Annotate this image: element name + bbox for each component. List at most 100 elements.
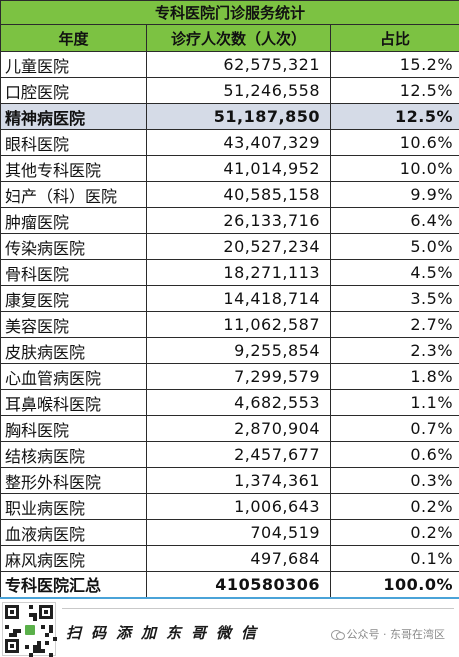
footer: 扫码添加东哥微信 公众号 · 东哥在湾区 <box>0 600 459 657</box>
row-visits: 2,457,677 <box>146 441 331 468</box>
row-share: 0.1% <box>329 545 459 572</box>
table-row: 骨科医院 18,271,113 4.5% <box>0 259 459 286</box>
qr-module <box>33 613 37 617</box>
row-name: 康复医院 <box>0 285 147 312</box>
row-name: 儿童医院 <box>0 51 147 78</box>
row-name: 心血管病医院 <box>0 363 147 390</box>
total-visits: 410580306 <box>146 571 331 599</box>
qr-code-icon <box>2 602 57 657</box>
row-name: 传染病医院 <box>0 233 147 260</box>
qr-module <box>33 645 37 649</box>
row-share: 0.7% <box>329 415 459 442</box>
table-row: 皮肤病医院 9,255,854 2.3% <box>0 337 459 364</box>
table-row: 血液病医院 704,519 0.2% <box>0 519 459 546</box>
row-name: 麻风病医院 <box>0 545 147 572</box>
row-name: 骨科医院 <box>0 259 147 286</box>
qr-module <box>45 641 49 645</box>
row-share: 4.5% <box>329 259 459 286</box>
table-title-row: 专科医院门诊服务统计 <box>0 0 459 25</box>
table-row: 耳鼻喉科医院 4,682,553 1.1% <box>0 389 459 416</box>
qr-module <box>25 645 29 649</box>
table-row: 职业病医院 1,006,643 0.2% <box>0 493 459 520</box>
table-row: 肿瘤医院 26,133,716 6.4% <box>0 207 459 234</box>
row-name: 其他专科医院 <box>0 155 147 182</box>
table-row: 精神病医院 51,187,850 12.5% <box>0 103 459 130</box>
wechat-icon <box>330 629 345 640</box>
qr-module <box>33 617 37 621</box>
row-visits: 2,870,904 <box>146 415 331 442</box>
row-share: 6.4% <box>329 207 459 234</box>
table-row: 传染病医院 20,527,234 5.0% <box>0 233 459 260</box>
row-visits: 51,187,850 <box>146 103 331 130</box>
row-visits: 14,418,714 <box>146 285 331 312</box>
table-row: 康复医院 14,418,714 3.5% <box>0 285 459 312</box>
qr-module <box>53 637 57 641</box>
row-name: 美容医院 <box>0 311 147 338</box>
row-share: 0.2% <box>329 519 459 546</box>
table-row: 妇产（科）医院 40,585,158 9.9% <box>0 181 459 208</box>
qr-module <box>45 633 49 637</box>
row-visits: 41,014,952 <box>146 155 331 182</box>
row-name: 胸科医院 <box>0 415 147 442</box>
row-name: 整形外科医院 <box>0 467 147 494</box>
row-name: 口腔医院 <box>0 77 147 104</box>
qr-finder-mark <box>5 639 19 653</box>
row-visits: 7,299,579 <box>146 363 331 390</box>
total-share: 100.0% <box>329 571 459 599</box>
table-row: 美容医院 11,062,587 2.7% <box>0 311 459 338</box>
qr-center-logo <box>23 623 37 637</box>
qr-module <box>13 633 17 637</box>
table-row: 整形外科医院 1,374,361 0.3% <box>0 467 459 494</box>
qr-module <box>29 653 33 657</box>
footer-divider <box>62 608 454 609</box>
row-share: 1.8% <box>329 363 459 390</box>
row-name: 皮肤病医院 <box>0 337 147 364</box>
row-share: 12.5% <box>329 103 459 130</box>
row-visits: 9,255,854 <box>146 337 331 364</box>
table-row: 心血管病医院 7,299,579 1.8% <box>0 363 459 390</box>
row-share: 2.7% <box>329 311 459 338</box>
row-share: 9.9% <box>329 181 459 208</box>
row-name: 结核病医院 <box>0 441 147 468</box>
table-row: 其他专科医院 41,014,952 10.0% <box>0 155 459 182</box>
row-name: 眼科医院 <box>0 129 147 156</box>
row-visits: 20,527,234 <box>146 233 331 260</box>
row-share: 0.6% <box>329 441 459 468</box>
header-share: 占比 <box>329 24 459 52</box>
row-visits: 62,575,321 <box>146 51 331 78</box>
header-year: 年度 <box>0 24 147 52</box>
row-visits: 40,585,158 <box>146 181 331 208</box>
total-name: 专科医院汇总 <box>0 571 147 599</box>
row-visits: 43,407,329 <box>146 129 331 156</box>
qr-module <box>9 633 13 637</box>
row-name: 肿瘤医院 <box>0 207 147 234</box>
qr-module <box>49 625 53 629</box>
qr-module <box>37 649 41 653</box>
row-share: 1.1% <box>329 389 459 416</box>
qr-module <box>29 605 33 609</box>
qr-module <box>37 641 41 645</box>
qr-module <box>49 653 53 657</box>
table-row: 结核病医院 2,457,677 0.6% <box>0 441 459 468</box>
row-share: 0.3% <box>329 467 459 494</box>
row-share: 0.2% <box>329 493 459 520</box>
table-row: 儿童医院 62,575,321 15.2% <box>0 51 459 78</box>
row-visits: 11,062,587 <box>146 311 331 338</box>
table-header-row: 年度 诊疗人次数（人次） 占比 <box>0 24 459 52</box>
row-name: 耳鼻喉科医院 <box>0 389 147 416</box>
qr-module <box>29 613 33 617</box>
qr-module <box>41 649 45 653</box>
row-name: 血液病医院 <box>0 519 147 546</box>
row-share: 3.5% <box>329 285 459 312</box>
row-visits: 18,271,113 <box>146 259 331 286</box>
row-name: 职业病医院 <box>0 493 147 520</box>
row-visits: 51,246,558 <box>146 77 331 104</box>
table-title: 专科医院门诊服务统计 <box>0 0 459 25</box>
watermark-text: 公众号 · 东哥在湾区 <box>346 628 446 641</box>
qr-module <box>33 649 37 653</box>
qr-finder-mark <box>39 605 53 619</box>
table-row: 眼科医院 43,407,329 10.6% <box>0 129 459 156</box>
row-share: 10.6% <box>329 129 459 156</box>
qr-finder-mark <box>5 605 19 619</box>
watermark: 公众号 · 东哥在湾区 <box>330 626 446 642</box>
